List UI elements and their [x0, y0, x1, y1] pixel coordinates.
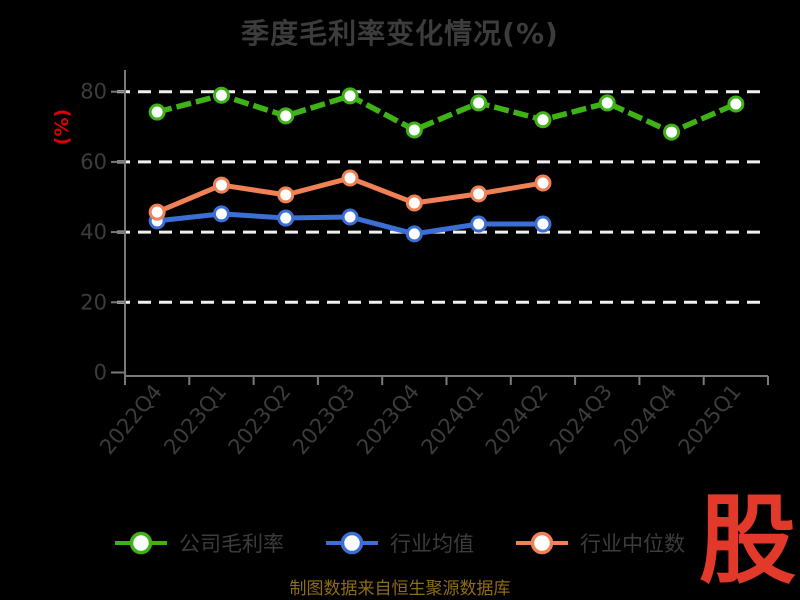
data-point	[341, 87, 359, 105]
legend-item-company-margin: 公司毛利率	[115, 528, 284, 558]
x-tick-label: 2023Q1	[159, 380, 231, 459]
x-tick-label: 2024Q4	[609, 380, 681, 459]
logo-gu-character: 股	[699, 484, 796, 597]
legend-item-industry-mean: 行业均值	[326, 528, 474, 558]
data-point	[470, 185, 488, 203]
x-tick-label: 2025Q1	[674, 380, 746, 459]
y-tick-label: 0	[94, 361, 107, 385]
y-axis-unit-label: (%)	[51, 108, 74, 146]
data-point	[405, 225, 423, 243]
x-tick-label: 2024Q2	[481, 380, 553, 459]
line-marker-icon	[516, 531, 568, 555]
x-tick-label: 2024Q3	[545, 380, 617, 459]
x-tick-label: 2024Q1	[417, 380, 489, 459]
data-point	[148, 203, 166, 221]
x-tick-label: 2022Q4	[95, 380, 167, 459]
legend-label: 行业中位数	[580, 532, 685, 556]
data-point	[470, 215, 488, 233]
data-point	[212, 205, 230, 223]
data-point	[727, 95, 745, 113]
legend: 公司毛利率 行业均值 行业中位数	[0, 528, 800, 558]
line-marker-icon	[326, 531, 378, 555]
x-tick-label: 2023Q3	[288, 380, 360, 459]
data-point	[405, 194, 423, 212]
data-point	[212, 176, 230, 194]
legend-label: 公司毛利率	[179, 532, 284, 556]
data-point	[212, 86, 230, 104]
data-point	[534, 111, 552, 129]
data-point	[277, 209, 295, 227]
y-tick-label: 80	[80, 80, 107, 104]
data-point	[598, 94, 616, 112]
data-point	[470, 94, 488, 112]
legend-item-industry-median: 行业中位数	[516, 528, 685, 558]
legend-label: 行业均值	[390, 532, 474, 556]
data-point	[148, 103, 166, 121]
x-tick-label: 2023Q2	[224, 380, 296, 459]
data-point	[341, 208, 359, 226]
data-point	[663, 123, 681, 141]
data-point	[405, 121, 423, 139]
source-caption: 制图数据来自恒生聚源数据库	[289, 579, 511, 599]
line-marker-icon	[115, 531, 167, 555]
x-tick-label: 2023Q4	[352, 380, 424, 459]
series-line-0	[156, 92, 737, 135]
chart-title: 季度毛利率变化情况(%)	[241, 17, 559, 50]
data-point	[341, 169, 359, 187]
data-point	[534, 215, 552, 233]
y-tick-label: 60	[80, 150, 107, 174]
y-tick-label: 40	[80, 220, 107, 244]
data-point	[534, 174, 552, 192]
data-point	[277, 107, 295, 125]
y-tick-label: 20	[80, 290, 107, 314]
data-point	[277, 186, 295, 204]
